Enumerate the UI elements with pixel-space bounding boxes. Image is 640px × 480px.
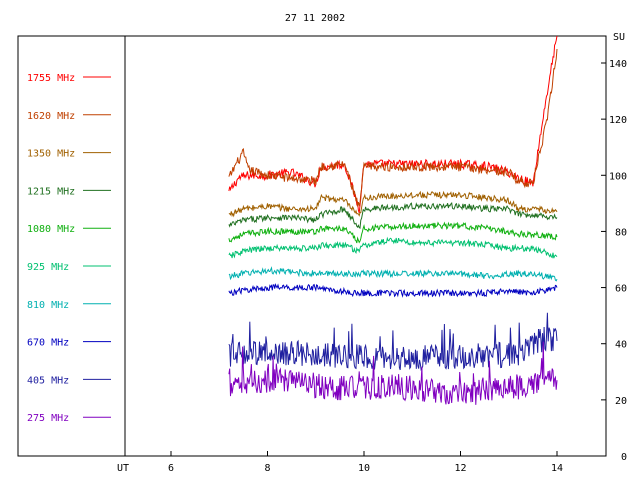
series-line — [228, 221, 558, 244]
y-tick-label: 0 — [621, 452, 627, 463]
x-tick-label: 14 — [551, 463, 563, 474]
y-tick-label: 80 — [615, 227, 627, 238]
y-axis-unit: SU — [613, 32, 625, 43]
x-axis-ticks: 6 8 10 12 14 — [168, 451, 563, 474]
legend-label: 1080 MHz — [27, 224, 75, 235]
y-tick-label: 40 — [615, 340, 627, 351]
y-tick-label: 60 — [615, 284, 627, 295]
x-tick-label: 12 — [454, 463, 466, 474]
x-tick-label: 6 — [168, 463, 174, 474]
series-line — [228, 236, 558, 259]
legend: 1755 MHz 1620 MHz 1350 MHz 1215 MHz 1080 MHz… — [27, 73, 111, 424]
series-lines — [228, 35, 558, 405]
series-line — [228, 190, 558, 218]
x-tick-label: 8 — [264, 463, 270, 474]
series-line — [228, 35, 558, 213]
series-line — [228, 48, 558, 207]
series-line — [228, 341, 558, 405]
series-line — [228, 312, 558, 372]
y-tick-label: 100 — [609, 171, 627, 182]
legend-label: 1620 MHz — [27, 111, 75, 122]
series-line — [228, 282, 558, 298]
legend-label: 275 MHz — [27, 413, 69, 424]
legend-label: 405 MHz — [27, 375, 69, 386]
x-axis-label: UT — [117, 463, 129, 474]
legend-label: 1755 MHz — [27, 73, 75, 84]
plot-frame — [17, 35, 607, 457]
x-tick-label: 10 — [358, 463, 370, 474]
series-line — [228, 202, 558, 230]
legend-label: 1350 MHz — [27, 149, 75, 160]
y-tick-label: 140 — [609, 59, 627, 70]
legend-label: 1215 MHz — [27, 186, 75, 197]
chart-title: 27 11 2002 — [285, 13, 345, 24]
legend-label: 810 MHz — [27, 300, 69, 311]
legend-label: 670 MHz — [27, 338, 69, 349]
y-tick-label: 120 — [609, 115, 627, 126]
y-tick-label: 20 — [615, 396, 627, 407]
series-line — [228, 266, 558, 282]
legend-label: 925 MHz — [27, 262, 69, 273]
y-axis-ticks: 0 20 40 60 80 100 120 140 — [601, 59, 627, 463]
